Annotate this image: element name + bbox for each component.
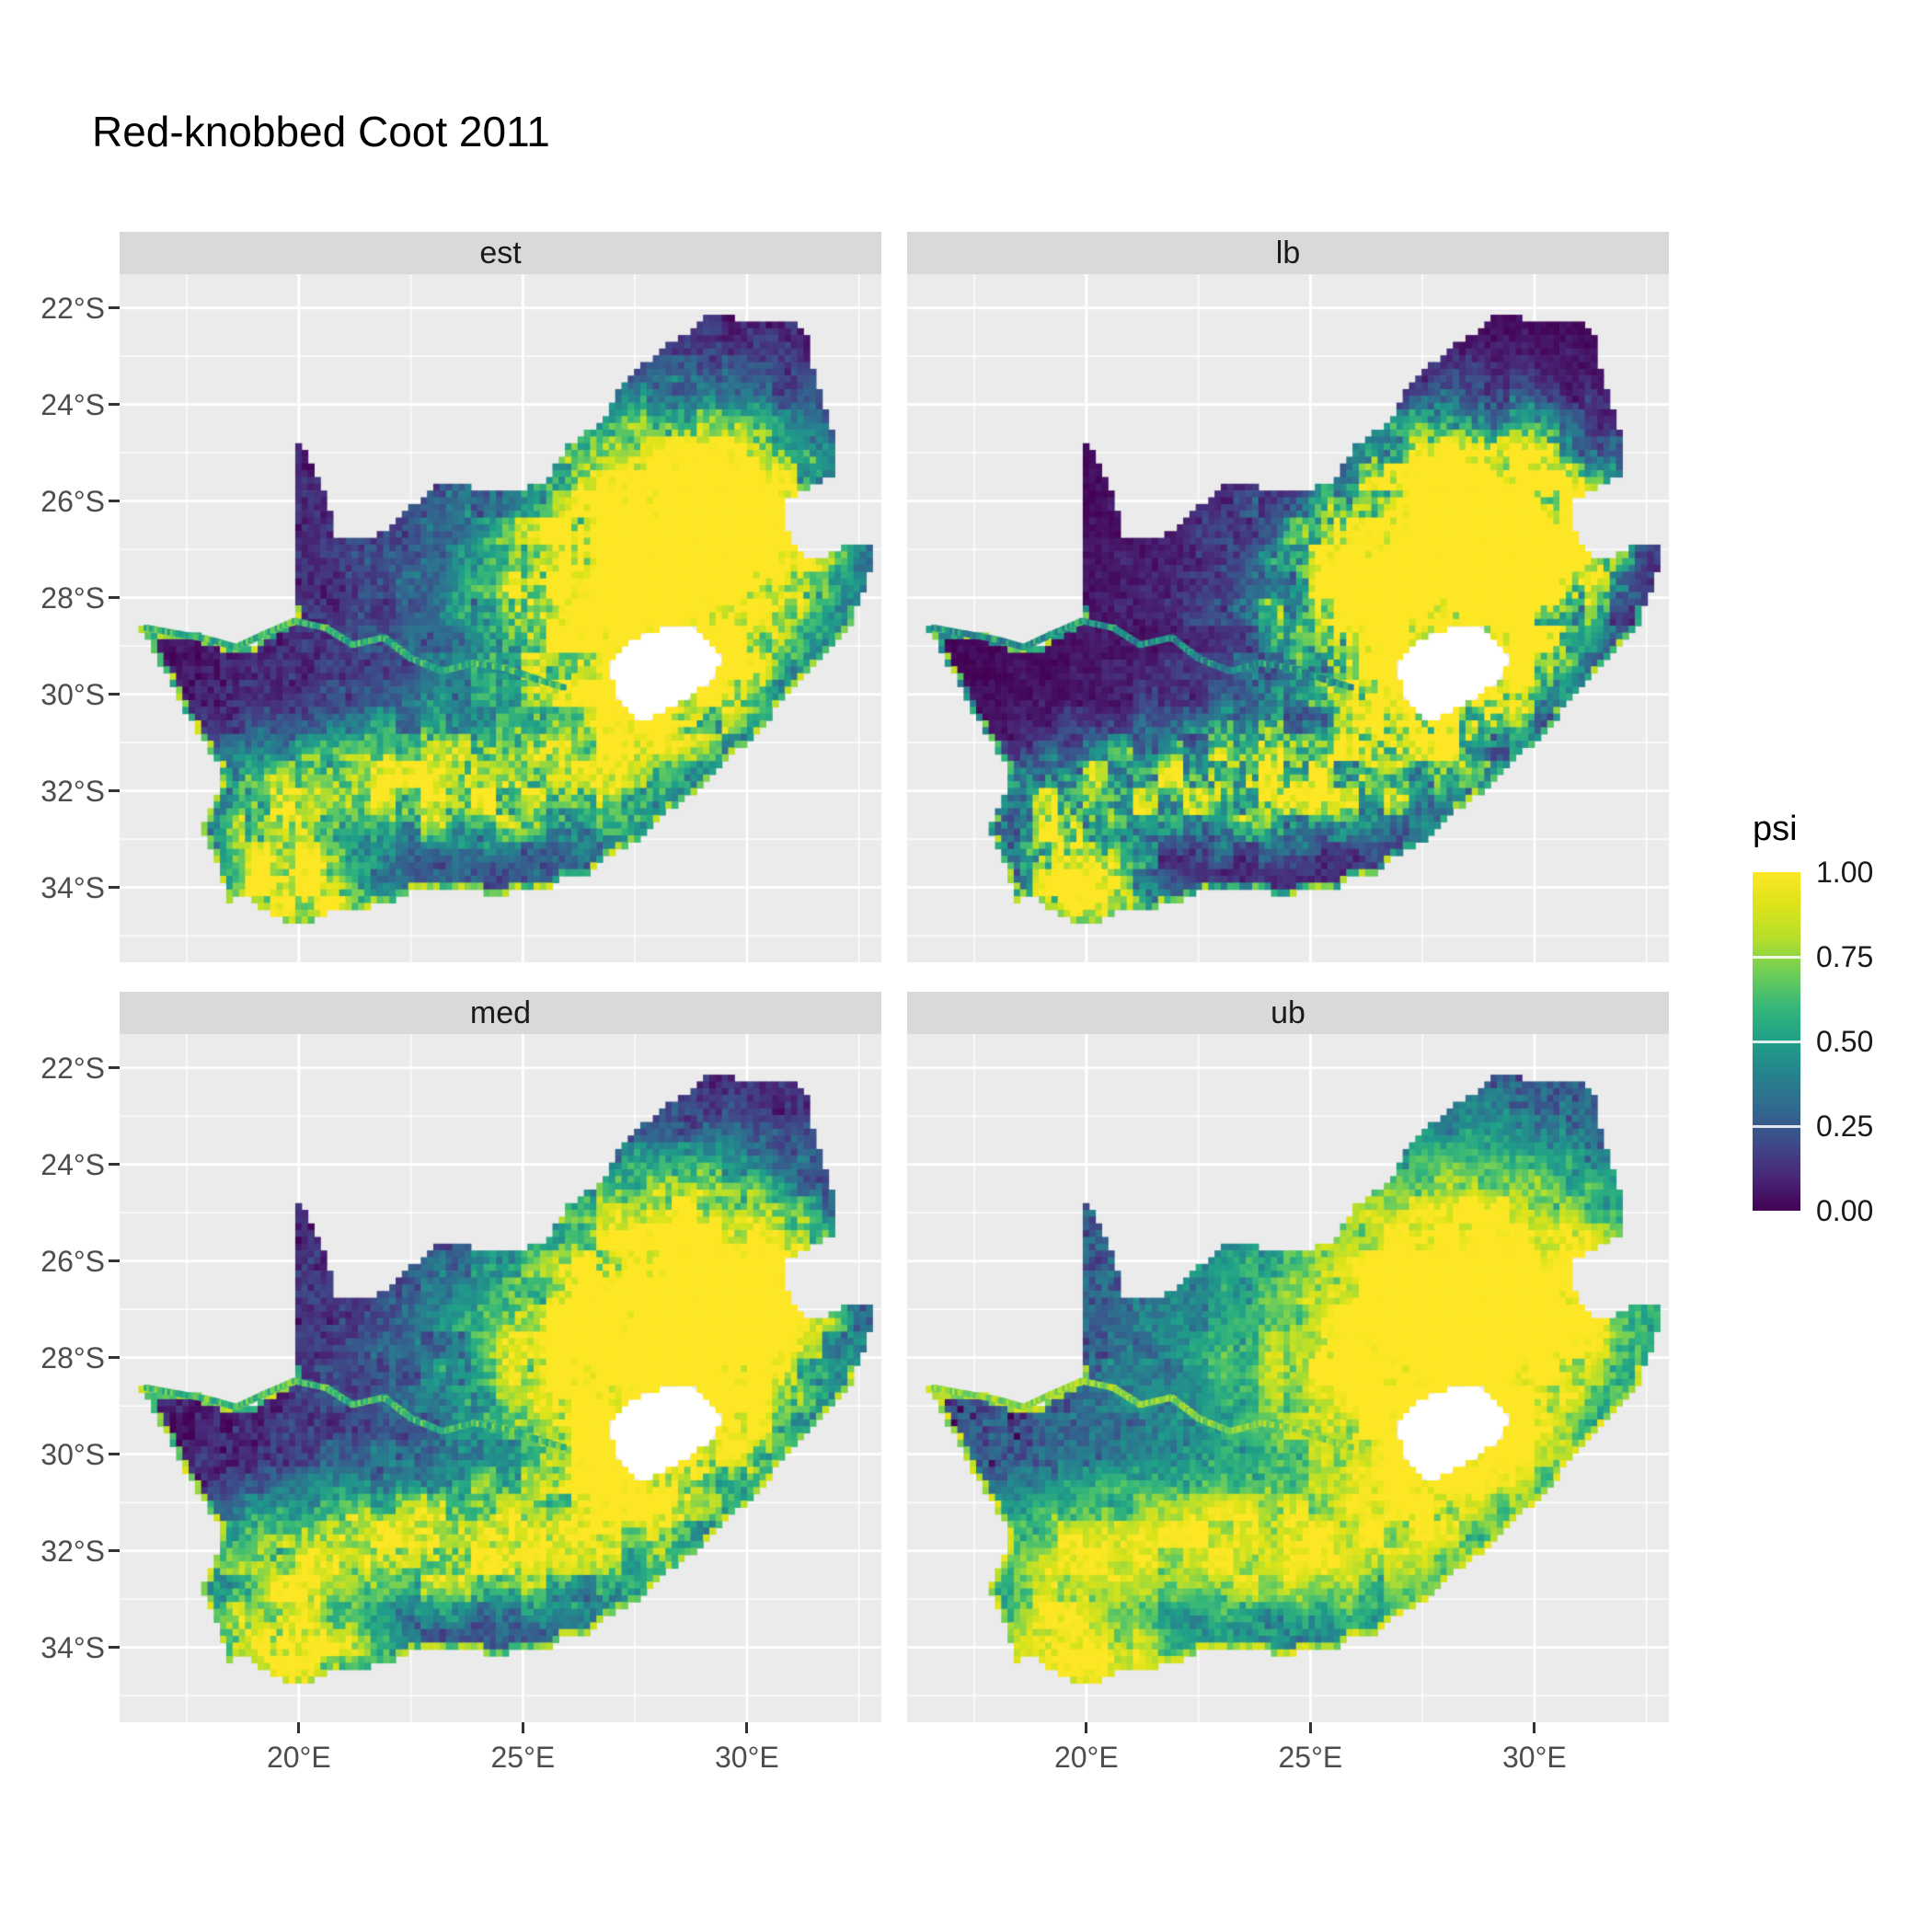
facet-strip-label: lb [1275,235,1301,270]
map-panel-med [120,1034,881,1722]
y-axis-tick-mark [109,693,120,696]
y-axis-tick-label: 26°S [40,484,105,518]
facet-med: med [120,992,881,1722]
x-axis-tick-label: 25°E [1278,1741,1343,1774]
x-axis-tick-label: 20°E [266,1741,331,1774]
y-axis-tick-mark [109,1163,120,1167]
facet-strip-label: ub [1271,995,1305,1030]
x-axis-tick-mark [521,1722,524,1733]
map-panel-ub [907,1034,1669,1722]
x-axis-tick-label: 25°E [490,1741,556,1774]
y-axis-tick-mark [109,500,120,503]
legend-tick-label: 0.00 [1816,1194,1874,1227]
y-axis-tick-mark [109,789,120,793]
y-axis-tick-label: 22°S [40,1051,105,1085]
y-axis-tick-mark [109,1646,120,1650]
y-axis-tick-label: 34°S [40,870,105,904]
y-axis-tick-label: 32°S [40,1534,105,1568]
map-panel-est [120,274,881,962]
legend-tick-mark [1753,1124,1800,1128]
y-axis-tick-mark [109,1259,120,1263]
facet-strip-label: med [469,995,532,1030]
y-axis-tick-mark [109,1356,120,1360]
y-axis-tick-label: 30°S [40,677,105,711]
legend-title: psi [1753,810,1798,848]
chart-title: Red-knobbed Coot 2011 [92,108,550,155]
facet-lb: lb [907,232,1669,962]
legend-tick-label: 0.75 [1816,940,1874,973]
y-axis-tick-label: 24°S [40,1147,105,1181]
y-axis-tick-mark [109,886,120,890]
legend-tick-label: 0.50 [1816,1025,1874,1058]
y-axis-tick-mark [109,1066,120,1070]
map-panel-lb [907,274,1669,962]
y-axis-tick-mark [109,1549,120,1553]
y-axis-tick-label: 28°S [40,1340,105,1374]
x-axis-tick-label: 20°E [1053,1741,1119,1774]
facet-strip-label: est [479,235,522,270]
y-axis-tick-mark [109,403,120,407]
y-axis-tick-label: 28°S [40,581,105,615]
legend-tick-label: 1.00 [1816,856,1874,889]
legend-tick-mark [1753,1040,1800,1043]
facet-strip-lb: lb [907,232,1669,274]
y-axis-tick-label: 22°S [40,291,105,325]
facet-ub: ub [907,992,1669,1722]
y-axis-tick-mark [109,596,120,600]
x-axis-tick-mark [1085,1722,1088,1733]
y-axis-tick-mark [109,306,120,310]
y-axis-tick-label: 26°S [40,1244,105,1278]
x-axis-tick-label: 30°E [1502,1741,1567,1774]
y-axis-tick-label: 24°S [40,387,105,421]
facet-strip-med: med [120,992,881,1034]
facet-strip-est: est [120,232,881,274]
y-axis-tick-label: 30°S [40,1437,105,1471]
x-axis-tick-mark [297,1722,301,1733]
facet-strip-ub: ub [907,992,1669,1034]
x-axis-tick-mark [1533,1722,1536,1733]
x-axis-tick-mark [1308,1722,1312,1733]
x-axis-tick-mark [745,1722,749,1733]
legend-tick-mark [1753,955,1800,959]
x-axis-tick-label: 30°E [715,1741,779,1774]
y-axis-tick-label: 32°S [40,774,105,808]
y-axis-tick-label: 34°S [40,1630,105,1664]
y-axis-tick-mark [109,1453,120,1456]
legend-tick-label: 0.25 [1816,1110,1874,1143]
facet-est: est [120,232,881,962]
